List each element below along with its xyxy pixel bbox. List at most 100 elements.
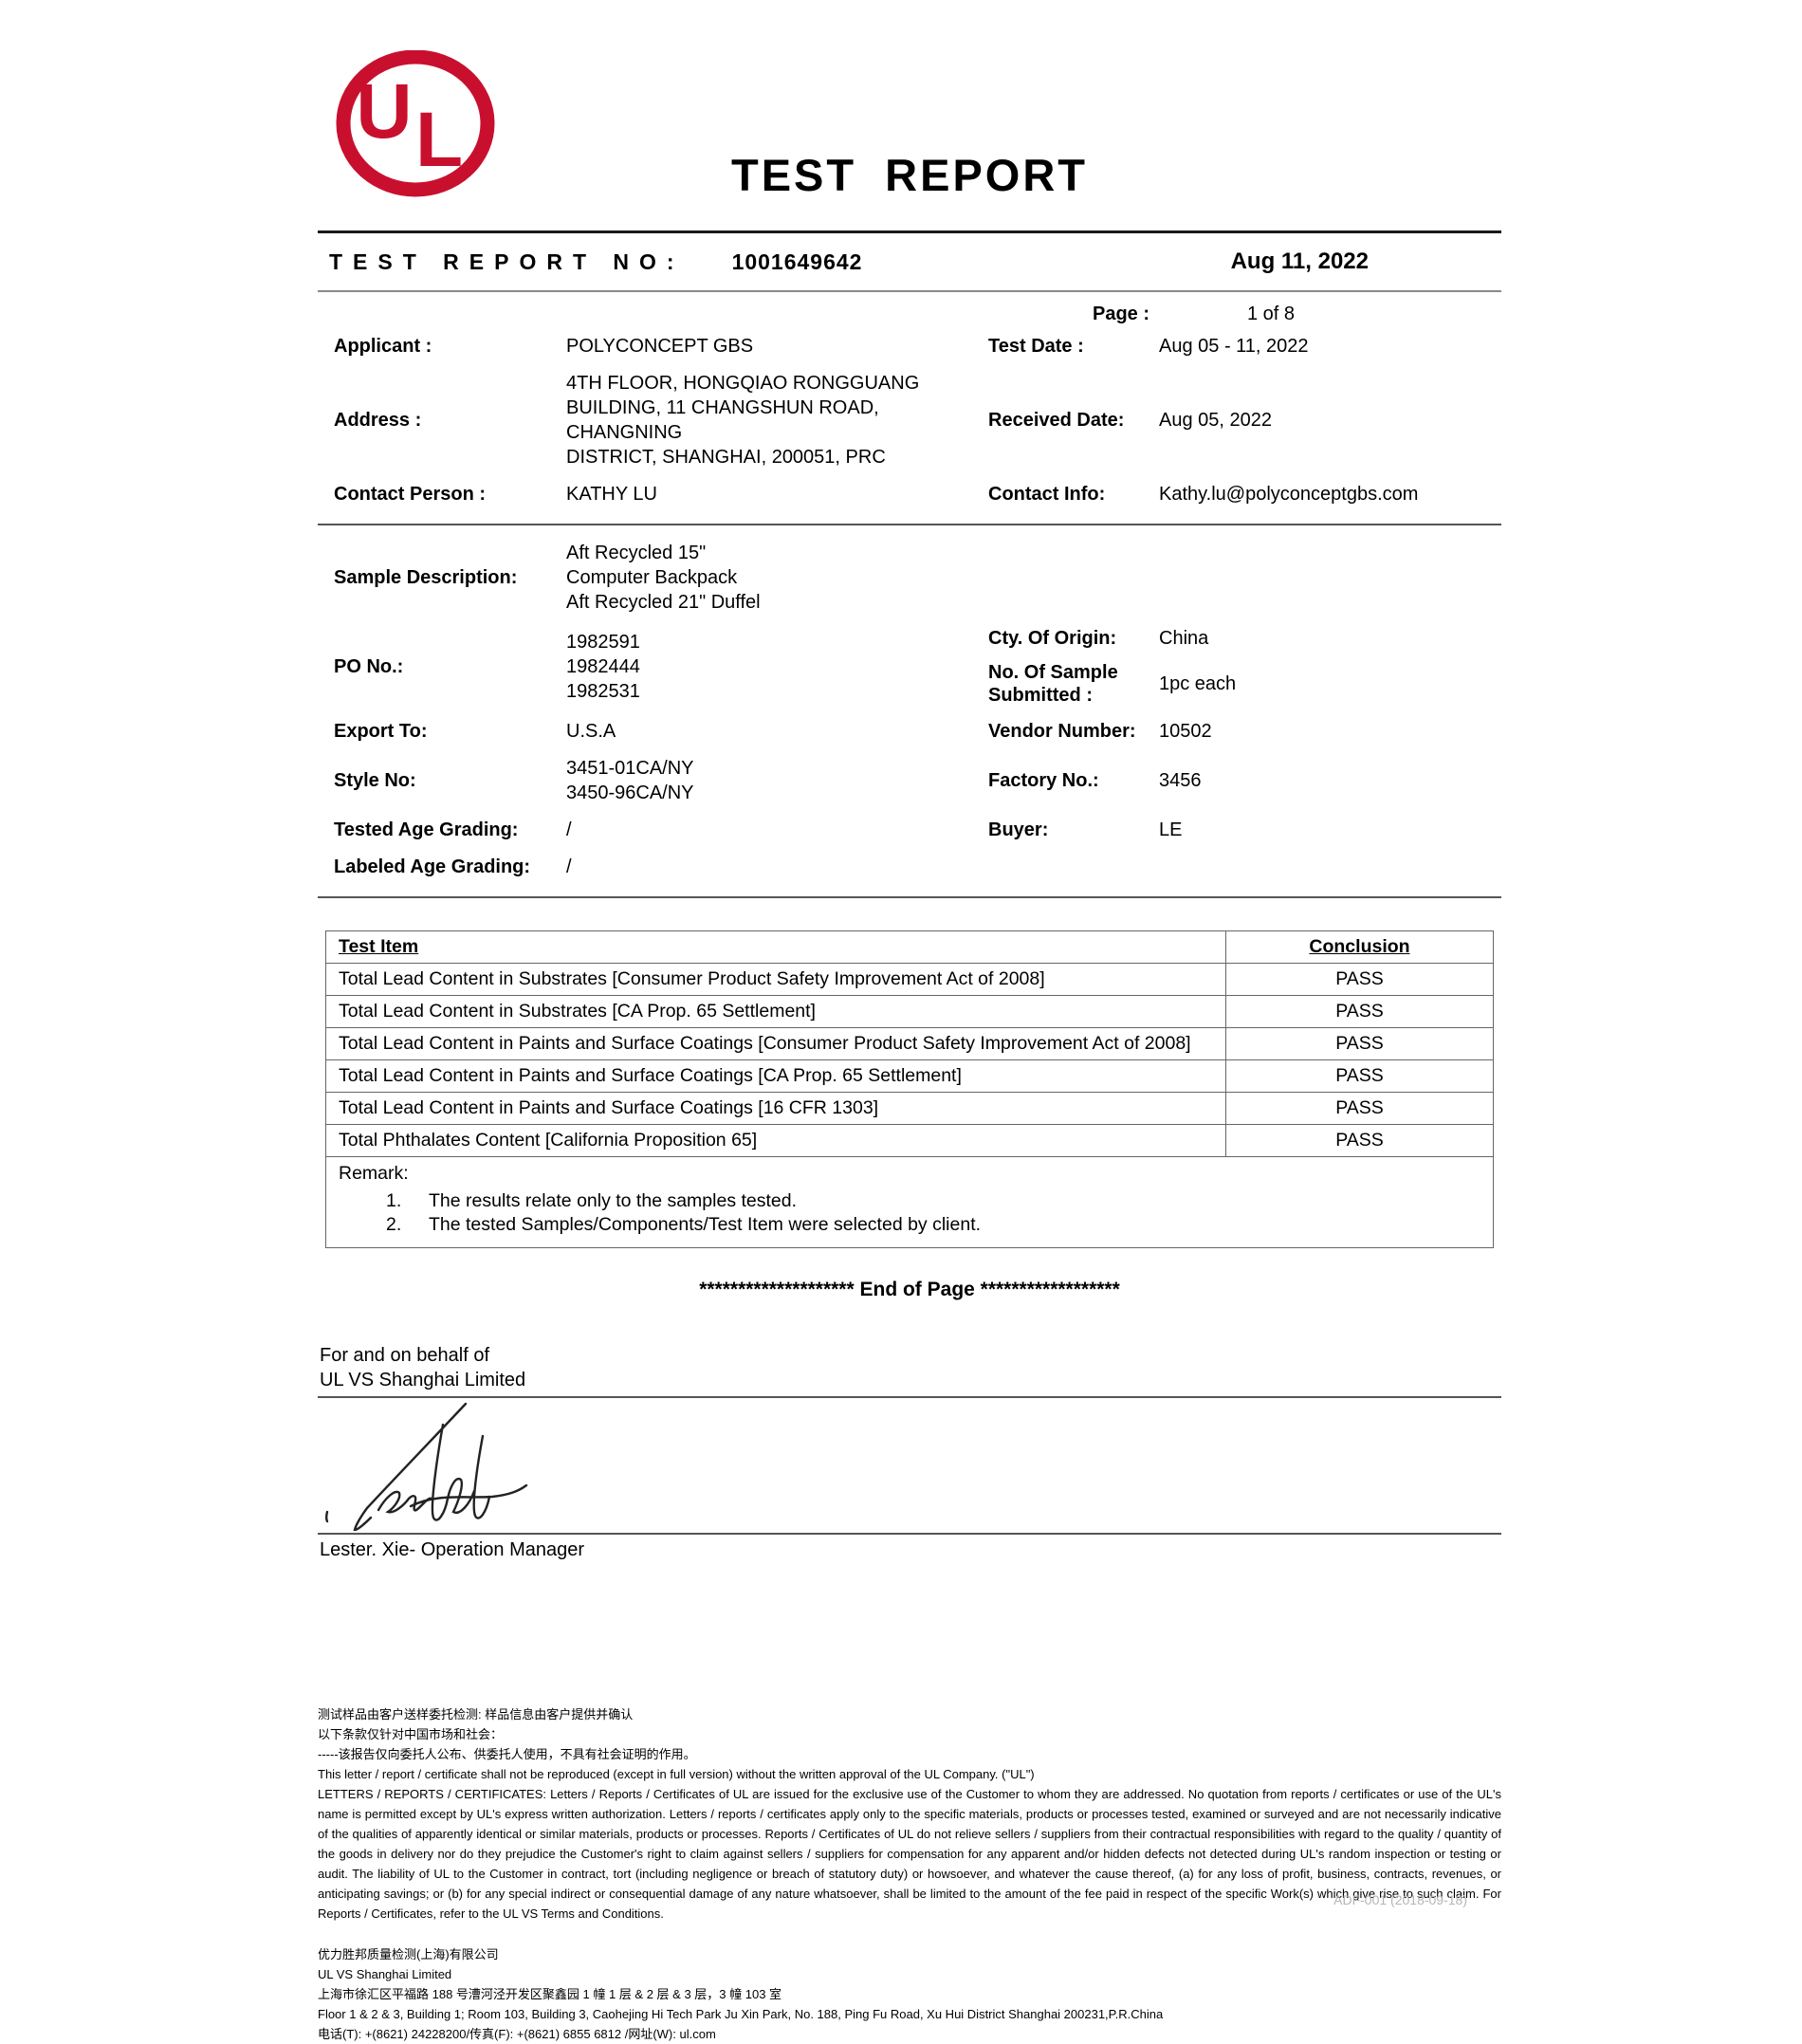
disclaimer-chinese: 测试样品由客户送样委托检测: 样品信息由客户提供并确认 以下条款仅针对中国市场和… [318, 1704, 1501, 1764]
company-name-cn: 优力胜邦质量检测(上海)有限公司 [318, 1947, 499, 1961]
results-table: Test Item Conclusion Total Lead Content … [325, 930, 1494, 1248]
divider [318, 230, 1501, 233]
sample-description-line: Aft Recycled 21" Duffel [566, 592, 761, 613]
cty-of-origin-row: Cty. Of Origin: China [988, 627, 1236, 650]
address-line: BUILDING, 11 CHANGSHUN ROAD, CHANGNING [566, 397, 879, 443]
style-no-line: 3450-96CA/NY [566, 783, 694, 803]
divider [318, 1533, 1501, 1535]
applicant-label: Applicant : [334, 335, 432, 357]
disclaimer-line: 以下条款仅针对中国市场和社会： [318, 1727, 504, 1741]
style-no-line: 3451-01CA/NY [566, 758, 694, 779]
company-name-en: UL VS Shanghai Limited [318, 1967, 452, 1981]
signature-area [318, 1398, 1501, 1533]
disclaimer-line: -----该报告仅向委托人公布、供委托人使用，不具有社会证明的作用。 [318, 1747, 696, 1761]
contact-info-label: Contact Info: [988, 484, 1106, 505]
test-item-cell: Total Phthalates Content [California Pro… [325, 1124, 1226, 1157]
report-header: U L TEST REPORT [318, 43, 1501, 230]
tested-age-value: / [566, 819, 572, 840]
sample-description-row: Sample Description: Aft Recycled 15" Com… [318, 541, 1501, 615]
sample-submitted-value: 1pc each [1159, 673, 1237, 694]
po-no-line: 1982591 [566, 632, 640, 653]
remark-number: 2. [386, 1214, 402, 1235]
ul-logo-letter-u: U [356, 68, 412, 155]
remark-number: 1. [386, 1190, 402, 1211]
po-no-line: 1982531 [566, 681, 640, 702]
remark-text: The tested Samples/Components/Test Item … [429, 1214, 982, 1235]
test-item-header: Test Item [325, 930, 1226, 964]
labeled-age-label: Labeled Age Grading: [334, 856, 531, 877]
factory-no-label: Factory No.: [988, 770, 1099, 791]
disclaimer-line: 测试样品由客户送样委托检测: 样品信息由客户提供并确认 [318, 1707, 634, 1722]
cty-of-origin-label: Cty. Of Origin: [988, 628, 1117, 649]
contact-info-value: Kathy.lu@polyconceptgbs.com [1159, 484, 1419, 505]
style-no-label: Style No: [334, 769, 416, 791]
export-to-label: Export To: [334, 720, 428, 742]
remark-row: Remark: 1. The results relate only to th… [325, 1156, 1494, 1248]
conclusion-cell: PASS [1225, 1059, 1494, 1093]
company-contact-line: 电话(T): +(8621) 24228200/传真(F): +(8621) 6… [318, 2027, 716, 2041]
address-label: Address : [334, 409, 422, 431]
applicant-info-section: Applicant : POLYCONCEPT GBS Test Date : … [318, 334, 1501, 898]
po-no-label: PO No.: [334, 655, 404, 677]
remark-label: Remark: [339, 1163, 409, 1184]
table-row: Total Phthalates Content [California Pro… [325, 1124, 1494, 1157]
tested-age-row: Tested Age Grading: / Buyer: LE [318, 818, 1501, 842]
table-row: Total Lead Content in Substrates [Consum… [325, 963, 1494, 996]
export-to-value: U.S.A [566, 721, 616, 742]
factory-no-value: 3456 [1159, 770, 1202, 791]
contact-person-label: Contact Person : [334, 483, 487, 505]
page-title: TEST REPORT [730, 150, 1089, 200]
page-number-row: Page : 1 of 8 [318, 292, 1501, 334]
applicant-value: POLYCONCEPT GBS [566, 336, 754, 357]
address-row: Address : 4TH FLOOR, HONGQIAO RONGGUANG … [318, 371, 1501, 470]
conclusion-cell: PASS [1225, 1092, 1494, 1125]
labeled-age-row: Labeled Age Grading: / [318, 855, 1501, 879]
conclusion-cell: PASS [1225, 1124, 1494, 1157]
conclusion-header: Conclusion [1225, 930, 1494, 964]
sample-description-label: Sample Description: [334, 566, 518, 588]
test-item-cell: Total Lead Content in Substrates [Consum… [325, 963, 1226, 996]
conclusion-cell: PASS [1225, 1027, 1494, 1060]
page-value: 1 of 8 [1247, 304, 1296, 324]
contact-person-value: KATHY LU [566, 484, 657, 505]
behalf-line: For and on behalf of [320, 1345, 490, 1366]
test-item-cell: Total Lead Content in Paints and Surface… [325, 1092, 1226, 1125]
export-to-row: Export To: U.S.A Vendor Number: 10502 [318, 719, 1501, 744]
sample-description-line: Computer Backpack [566, 567, 738, 588]
contact-person-row: Contact Person : KATHY LU Contact Info: … [318, 482, 1501, 506]
sample-description-value: Aft Recycled 15" Computer Backpack Aft R… [566, 541, 988, 615]
cty-of-origin-value: China [1159, 628, 1209, 649]
divider [318, 290, 1501, 292]
divider [318, 896, 1501, 898]
behalf-block: For and on behalf of UL VS Shanghai Limi… [318, 1343, 1501, 1392]
applicant-row: Applicant : POLYCONCEPT GBS Test Date : … [318, 334, 1501, 359]
company-address-cn: 上海市徐汇区平福路 188 号漕河泾开发区聚鑫园 1 幢 1 层 & 2 层 &… [318, 1987, 782, 2001]
company-address-en: Floor 1 & 2 & 3, Building 1; Room 103, B… [318, 2007, 1164, 2021]
report-date: Aug 11, 2022 [1230, 249, 1369, 274]
report-page: U L TEST REPORT TEST REPORT NO: 10016496… [318, 43, 1501, 2044]
page-label: Page : [1093, 304, 1150, 324]
test-date-value: Aug 05 - 11, 2022 [1159, 336, 1309, 357]
remark-list: 1. The results relate only to the sample… [339, 1190, 1480, 1236]
ul-logo-icon: U L [336, 50, 495, 197]
address-line: DISTRICT, SHANGHAI, 200051, PRC [566, 447, 886, 468]
tested-age-label: Tested Age Grading: [334, 819, 519, 840]
signature-image [325, 1402, 528, 1532]
disclaimer-english-line: This letter / report / certificate shall… [318, 1767, 1035, 1781]
conclusion-cell: PASS [1225, 963, 1494, 996]
conclusion-cell: PASS [1225, 995, 1494, 1028]
po-no-value: 1982591 1982444 1982531 [566, 630, 988, 704]
address-value: 4TH FLOOR, HONGQIAO RONGGUANG BUILDING, … [566, 371, 988, 470]
received-date-label: Received Date: [988, 410, 1125, 431]
po-no-line: 1982444 [566, 656, 640, 677]
report-no-value: 1001649642 [731, 249, 863, 274]
remark-item: 1. The results relate only to the sample… [339, 1190, 1480, 1212]
footer: 测试样品由客户送样委托检测: 样品信息由客户提供并确认 以下条款仅针对中国市场和… [318, 1704, 1501, 2044]
end-of-page-marker: ******************** End of Page *******… [699, 1279, 1120, 1300]
vendor-number-value: 10502 [1159, 721, 1212, 742]
address-line: 4TH FLOOR, HONGQIAO RONGGUANG [566, 373, 920, 394]
vendor-number-label: Vendor Number: [988, 721, 1136, 742]
style-no-value: 3451-01CA/NY 3450-96CA/NY [566, 756, 988, 805]
results-header-row: Test Item Conclusion [325, 930, 1494, 964]
test-date-label: Test Date : [988, 336, 1084, 357]
